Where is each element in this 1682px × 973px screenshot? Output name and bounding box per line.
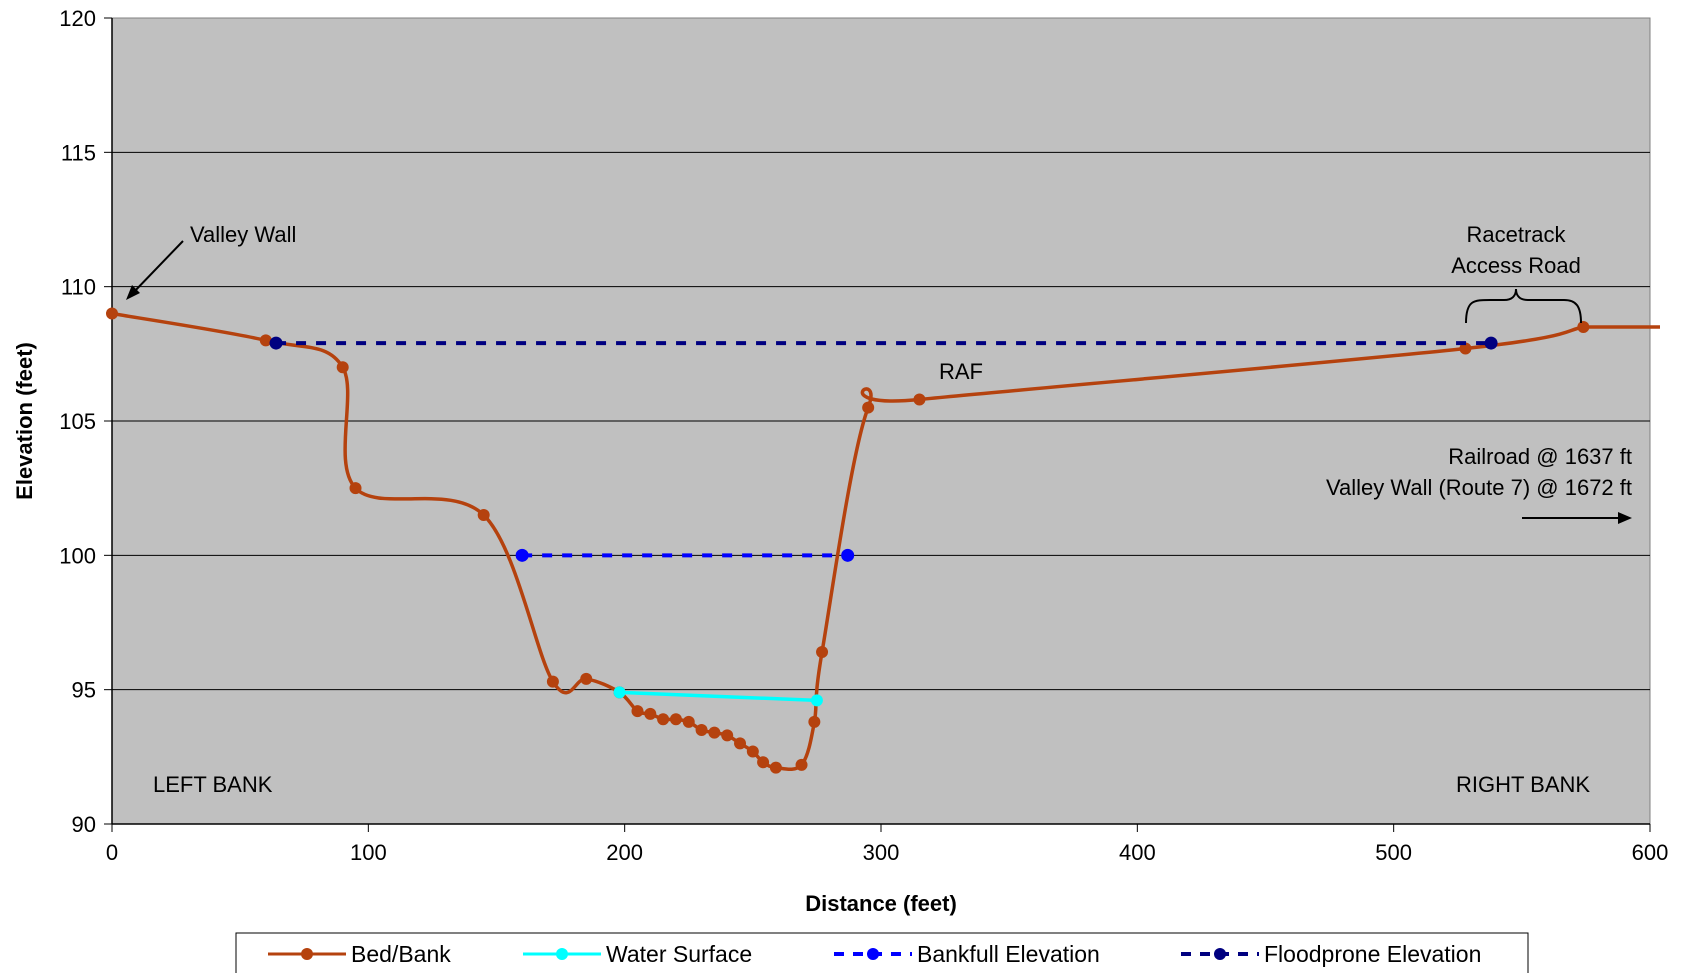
annotation-right-bank: RIGHT BANK xyxy=(1456,772,1590,797)
x-tick-label-0: 0 xyxy=(106,840,118,865)
gridlines xyxy=(112,151,1650,691)
data-point-bed-bank-26 xyxy=(1577,320,1590,333)
x-tick-label-300: 300 xyxy=(863,840,900,865)
data-point-bed-bank-14 xyxy=(708,726,721,739)
series-bankfull xyxy=(515,548,855,562)
annotation-railroad: Railroad @ 1637 ft xyxy=(1448,444,1632,469)
data-point-floodprone-0 xyxy=(269,336,283,350)
data-point-bed-bank-15 xyxy=(721,729,734,742)
annotation-racetrack-line1: Racetrack xyxy=(1466,222,1566,247)
data-point-bed-bank-25 xyxy=(1459,342,1472,355)
data-point-bed-bank-0 xyxy=(106,307,118,320)
y-tick-label-105: 105 xyxy=(59,409,96,434)
x-axis-title: Distance (feet) xyxy=(805,891,957,916)
annotation-valley-wall: Valley Wall xyxy=(190,222,296,247)
legend-item-bed-bank: Bed/Bank xyxy=(268,941,451,967)
x-tick-label-500: 500 xyxy=(1375,840,1412,865)
x-tick-label-200: 200 xyxy=(606,840,643,865)
data-point-bed-bank-24 xyxy=(913,393,926,406)
x-tick-label-100: 100 xyxy=(350,840,387,865)
y-tick-label-115: 115 xyxy=(61,140,96,165)
legend-label-bed-bank: Bed/Bank xyxy=(351,941,451,967)
data-point-water-surface-0 xyxy=(613,686,626,699)
y-tick-label-110: 110 xyxy=(61,275,96,300)
series-floodprone xyxy=(269,336,1498,350)
annotation-valley-wall-route7: Valley Wall (Route 7) @ 1672 ft xyxy=(1326,475,1632,500)
legend-label-bankfull: Bankfull Elevation xyxy=(917,941,1100,967)
data-point-bed-bank-22 xyxy=(816,646,829,659)
data-point-bed-bank-9 xyxy=(644,707,657,720)
data-point-bed-bank-23 xyxy=(862,401,875,414)
annotation-racetrack-line2: Access Road xyxy=(1451,253,1581,278)
legend-item-floodprone: Floodprone Elevation xyxy=(1181,941,1481,967)
y-tick-label-100: 100 xyxy=(59,543,96,568)
series-line-water-surface xyxy=(619,690,817,703)
annotation-raf: RAF xyxy=(939,359,983,384)
series-water-surface xyxy=(613,686,823,707)
legend-label-water-surface: Water Surface xyxy=(606,941,752,967)
data-point-bed-bank-6 xyxy=(580,672,593,685)
data-point-bankfull-0 xyxy=(515,548,529,562)
data-point-bed-bank-10 xyxy=(657,713,670,726)
annotation-left-bank: LEFT BANK xyxy=(153,772,273,797)
data-point-bed-bank-19 xyxy=(769,761,782,774)
series-bed-bank xyxy=(106,307,1660,774)
arrow-right-icon xyxy=(1522,512,1632,524)
data-point-bed-bank-18 xyxy=(757,756,770,769)
legend-label-floodprone: Floodprone Elevation xyxy=(1264,941,1481,967)
data-point-bed-bank-11 xyxy=(669,713,682,726)
legend-item-bankfull: Bankfull Elevation xyxy=(834,941,1100,967)
arrow-valley-wall-icon xyxy=(126,240,184,300)
data-point-bed-bank-5 xyxy=(546,675,559,688)
data-point-water-surface-1 xyxy=(810,694,823,707)
data-point-bankfull-1 xyxy=(841,548,855,562)
y-tick-label-90: 90 xyxy=(72,812,96,837)
y-tick-label-120: 120 xyxy=(59,6,96,31)
data-point-bed-bank-8 xyxy=(631,705,644,718)
axes: 90 95 100 105 110 115 120 0 100 200 300 400 500 600 xyxy=(59,6,1668,865)
brace-racetrack-icon xyxy=(1465,288,1582,324)
data-point-bed-bank-21 xyxy=(808,715,821,728)
data-point-bed-bank-20 xyxy=(795,758,808,771)
legend: Bed/Bank Water Surface Bankfull Elevatio… xyxy=(235,932,1529,973)
series-layer xyxy=(106,307,1660,774)
data-point-bed-bank-12 xyxy=(682,715,695,728)
x-tick-label-600: 600 xyxy=(1632,840,1669,865)
legend-item-water-surface: Water Surface xyxy=(523,941,752,967)
data-point-bed-bank-2 xyxy=(336,361,349,374)
data-point-bed-bank-13 xyxy=(695,723,708,736)
data-point-bed-bank-17 xyxy=(746,745,759,758)
data-point-bed-bank-1 xyxy=(259,334,272,347)
x-tick-label-400: 400 xyxy=(1119,840,1156,865)
data-point-bed-bank-3 xyxy=(349,482,362,495)
data-point-bed-bank-16 xyxy=(734,737,747,750)
y-axis-title: Elevation (feet) xyxy=(12,342,37,500)
y-tick-label-95: 95 xyxy=(72,678,96,703)
data-point-floodprone-1 xyxy=(1484,336,1498,350)
data-point-bed-bank-4 xyxy=(477,509,490,522)
